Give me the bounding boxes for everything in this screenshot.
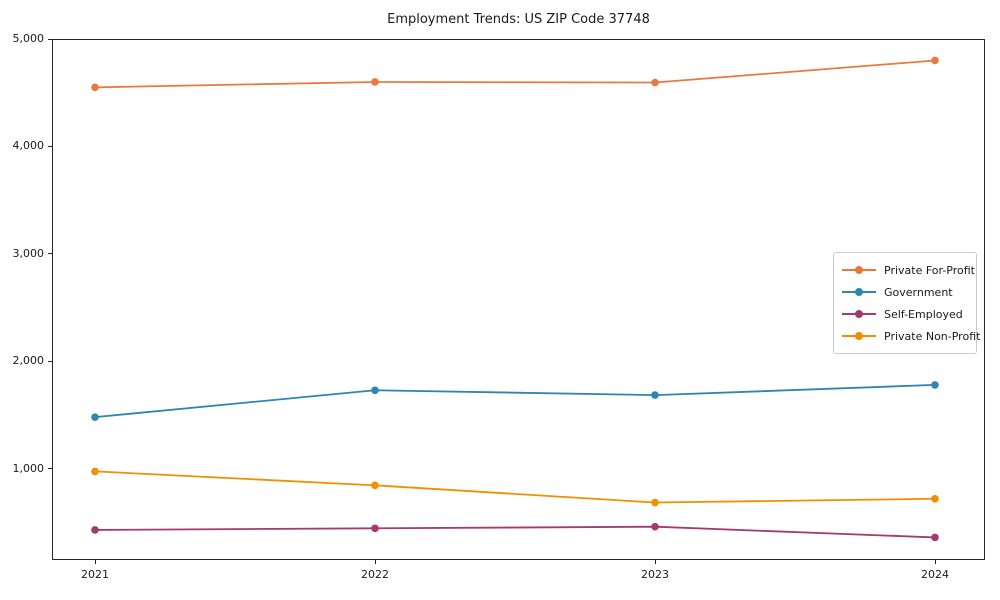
legend-line-marker-icon xyxy=(842,310,876,318)
x-tick-label: 2022 xyxy=(361,568,389,581)
y-tick-label: 3,000 xyxy=(12,246,45,260)
legend-line-marker-icon xyxy=(842,288,876,296)
data-point xyxy=(651,78,659,87)
legend-line-marker-icon xyxy=(842,332,876,340)
y-tick-mark xyxy=(48,38,52,40)
data-point xyxy=(931,494,939,503)
data-point xyxy=(931,56,939,65)
data-point xyxy=(651,498,659,507)
data-point xyxy=(91,83,99,92)
data-point xyxy=(371,524,379,533)
legend-item: Private Non-Profit xyxy=(842,325,980,347)
data-point xyxy=(91,413,99,421)
x-tick-label: 2024 xyxy=(921,568,949,581)
plot-area xyxy=(52,39,985,560)
y-tick-mark xyxy=(48,145,52,147)
data-point xyxy=(371,78,379,86)
legend-item: Government xyxy=(842,281,968,303)
x-tick-label: 2021 xyxy=(81,568,109,581)
legend-label: Self-Employed xyxy=(884,307,963,321)
legend-item: Self-Employed xyxy=(842,303,968,325)
data-point xyxy=(371,386,379,395)
x-tick-mark xyxy=(935,560,936,564)
y-tick-mark xyxy=(48,360,52,362)
x-tick-mark xyxy=(375,560,376,564)
data-point xyxy=(371,481,379,490)
y-tick-mark xyxy=(48,468,52,470)
x-tick-mark xyxy=(95,560,96,564)
data-point xyxy=(91,467,99,476)
legend-item: Private For-Profit xyxy=(842,259,975,281)
legend-label: Government xyxy=(884,285,953,299)
y-tick-label: 1,000 xyxy=(12,461,45,475)
x-tick-label: 2023 xyxy=(641,568,669,581)
series-line-2 xyxy=(94,525,936,539)
y-tick-label: 2,000 xyxy=(12,354,45,368)
series-line-1 xyxy=(94,384,936,419)
data-point xyxy=(91,526,99,534)
legend-label: Private Non-Profit xyxy=(884,329,981,343)
data-point xyxy=(651,522,659,531)
data-point xyxy=(931,381,939,389)
data-point xyxy=(651,391,659,399)
y-tick-label: 4,000 xyxy=(12,139,45,153)
legend: Private For-Profit Government Self-Employe… xyxy=(833,252,980,354)
series-line-3 xyxy=(94,470,936,504)
y-tick-label: 5,000 xyxy=(12,32,45,45)
y-tick-mark xyxy=(48,253,52,255)
line-chart xyxy=(91,56,939,542)
chart-title: Employment Trends: US ZIP Code 37748 xyxy=(387,12,650,27)
data-point xyxy=(931,533,939,542)
legend-line-marker-icon xyxy=(842,266,876,274)
series-line-0 xyxy=(94,59,936,89)
x-tick-mark xyxy=(655,560,656,564)
legend-label: Private For-Profit xyxy=(884,263,975,277)
